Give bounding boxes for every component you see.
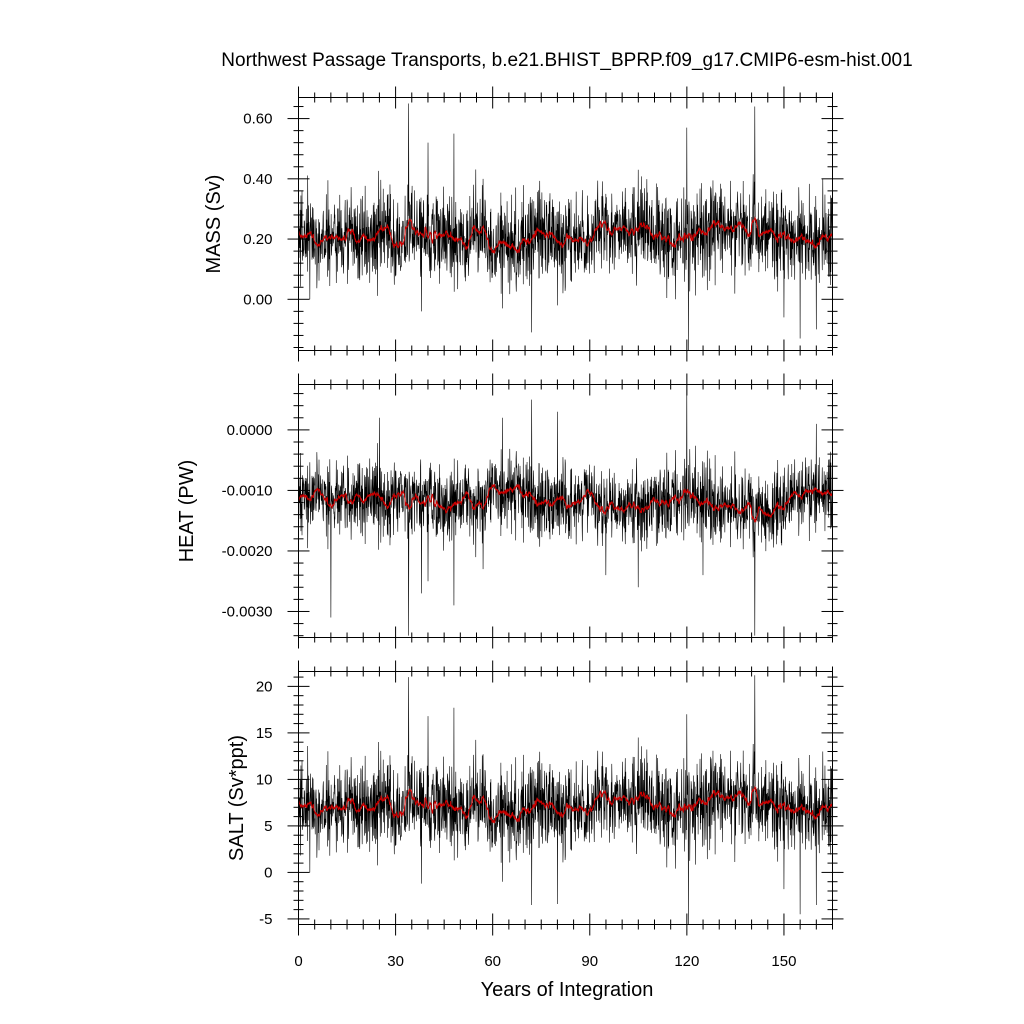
salt-plot-frame [298, 671, 833, 925]
x-tick-label: 30 [387, 953, 404, 970]
salt-y-tick-label: 20 [256, 678, 273, 695]
x-tick-labels: 0 30 60 90 120 150 [294, 953, 796, 970]
salt-raw-line [298, 675, 833, 925]
heat-y-tick-labels: 0.0000 -0.0010 -0.0020 -0.0030 [222, 422, 273, 621]
x-tick-label: 150 [771, 953, 796, 970]
mass-raw-line [298, 103, 833, 351]
x-tick-label: 60 [484, 953, 501, 970]
salt-y-tick-labels: -5 0 5 10 15 20 [256, 678, 273, 928]
heat-raw-line [298, 384, 833, 636]
x-tick-label: 90 [581, 953, 598, 970]
mass-plot-frame [298, 97, 833, 351]
panel-salt: -5 0 5 10 15 20 SALT (Sv*ppt) [226, 660, 844, 936]
mass-y-axis-label: MASS (Sv) [203, 175, 225, 274]
heat-y-tick-label: 0.0000 [227, 422, 273, 439]
panel-mass: 0.00 0.20 0.40 0.60 MASS (Sv) [203, 86, 844, 362]
heat-smoothed-line [298, 483, 833, 523]
salt-y-tick-label: 5 [264, 818, 272, 835]
x-axis-label: Years of Integration [481, 979, 654, 1001]
mass-y-tick-label: 0.40 [243, 171, 272, 188]
salt-y-tick-label: 15 [256, 725, 273, 742]
heat-y-tick-label: -0.0020 [222, 543, 273, 560]
heat-y-tick-label: -0.0010 [222, 482, 273, 499]
salt-y-tick-label: 0 [264, 864, 272, 881]
salt-smoothed-line [298, 785, 833, 824]
mass-smoothed-line [298, 216, 833, 254]
heat-ticks [287, 373, 844, 649]
salt-y-tick-label: -5 [259, 911, 272, 928]
salt-y-axis-label: SALT (Sv*ppt) [226, 735, 248, 861]
chart-title: Northwest Passage Transports, b.e21.BHIS… [221, 50, 912, 71]
mass-y-tick-labels: 0.00 0.20 0.40 0.60 [243, 111, 272, 309]
heat-y-tick-label: -0.0030 [222, 603, 273, 620]
x-tick-label: 120 [674, 953, 699, 970]
x-tick-label: 0 [294, 953, 302, 970]
mass-y-tick-label: 0.00 [243, 291, 272, 308]
heat-y-axis-label: HEAT (PW) [176, 460, 198, 563]
mass-y-tick-label: 0.20 [243, 231, 272, 248]
heat-plot-frame [298, 384, 833, 638]
salt-y-tick-label: 10 [256, 771, 273, 788]
panel-heat: 0.0000 -0.0010 -0.0020 -0.0030 HEAT (PW) [176, 373, 844, 649]
mass-y-tick-label: 0.60 [243, 111, 272, 128]
